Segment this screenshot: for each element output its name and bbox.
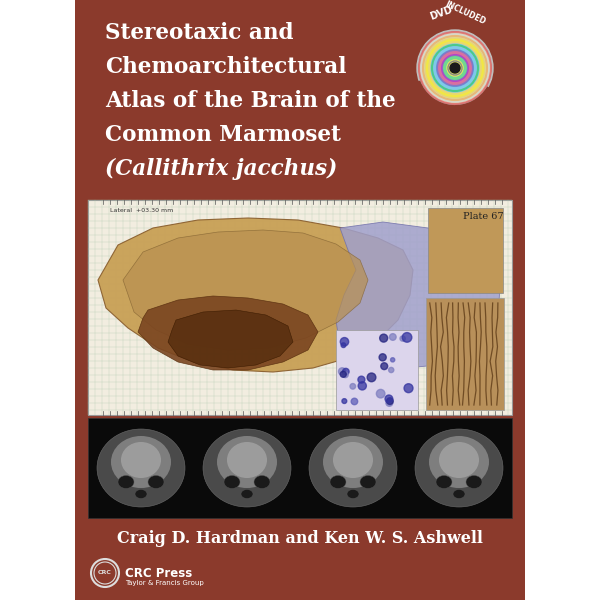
Circle shape [379, 354, 386, 361]
Text: Stereotaxic and: Stereotaxic and [105, 22, 293, 44]
Polygon shape [336, 222, 500, 368]
Ellipse shape [121, 442, 161, 478]
Text: Lateral  +03.30 mm: Lateral +03.30 mm [110, 208, 173, 213]
Circle shape [420, 33, 490, 103]
Ellipse shape [97, 429, 185, 507]
Bar [426, 298, 504, 410]
Ellipse shape [254, 475, 270, 488]
Circle shape [367, 373, 376, 382]
Bar [336, 330, 418, 410]
Ellipse shape [429, 436, 489, 488]
Bar [428, 208, 503, 293]
Circle shape [425, 38, 485, 98]
Polygon shape [123, 230, 368, 350]
Circle shape [402, 332, 412, 342]
Ellipse shape [436, 475, 452, 488]
Circle shape [443, 56, 467, 80]
Circle shape [400, 336, 405, 341]
Circle shape [437, 50, 473, 86]
Text: DVD: DVD [428, 5, 454, 22]
Circle shape [389, 334, 396, 340]
Circle shape [417, 30, 493, 106]
Circle shape [343, 368, 349, 375]
Circle shape [386, 398, 393, 404]
Ellipse shape [111, 436, 171, 488]
Ellipse shape [135, 490, 147, 499]
Circle shape [380, 334, 388, 342]
Text: CRC Press: CRC Press [125, 567, 192, 580]
Circle shape [338, 368, 346, 375]
Ellipse shape [360, 475, 376, 488]
Text: Common Marmoset: Common Marmoset [105, 124, 341, 146]
Text: Plate 67: Plate 67 [463, 212, 504, 221]
Circle shape [376, 389, 385, 398]
Ellipse shape [148, 475, 164, 488]
Circle shape [386, 400, 393, 406]
Ellipse shape [227, 442, 267, 478]
Bar [75, 0, 525, 600]
Text: Atlas of the Brain of the: Atlas of the Brain of the [105, 90, 395, 112]
Ellipse shape [415, 429, 503, 507]
Text: CRC: CRC [98, 571, 112, 575]
Circle shape [358, 376, 365, 383]
Text: Taylor & Francis Group: Taylor & Francis Group [125, 580, 204, 586]
Circle shape [450, 63, 460, 73]
Ellipse shape [439, 442, 479, 478]
Circle shape [447, 60, 463, 76]
Bar [88, 418, 512, 518]
Circle shape [389, 367, 394, 373]
Ellipse shape [203, 429, 291, 507]
Circle shape [404, 384, 413, 392]
Ellipse shape [330, 475, 346, 488]
Ellipse shape [453, 490, 465, 499]
Circle shape [341, 343, 346, 347]
Circle shape [381, 363, 388, 370]
Ellipse shape [323, 436, 383, 488]
Ellipse shape [241, 490, 253, 499]
Polygon shape [98, 218, 413, 372]
Circle shape [391, 358, 395, 362]
Circle shape [358, 382, 367, 390]
Ellipse shape [118, 475, 134, 488]
Ellipse shape [309, 429, 397, 507]
Bar [88, 200, 512, 415]
Circle shape [351, 398, 358, 405]
Text: Craig D. Hardman and Ken W. S. Ashwell: Craig D. Hardman and Ken W. S. Ashwell [117, 530, 483, 547]
Circle shape [385, 395, 393, 403]
Circle shape [350, 383, 356, 389]
Circle shape [431, 44, 479, 92]
Ellipse shape [466, 475, 482, 488]
Text: INCLUDED: INCLUDED [443, 0, 487, 26]
Text: Chemoarchitectural: Chemoarchitectural [105, 56, 346, 78]
Ellipse shape [217, 436, 277, 488]
Circle shape [342, 398, 347, 403]
Polygon shape [168, 310, 293, 368]
Text: (Callithrix jacchus): (Callithrix jacchus) [105, 158, 337, 180]
Circle shape [451, 64, 459, 72]
Polygon shape [138, 296, 318, 370]
Ellipse shape [347, 490, 359, 499]
Ellipse shape [224, 475, 240, 488]
Circle shape [340, 371, 346, 377]
Circle shape [340, 338, 349, 346]
Circle shape [343, 372, 348, 377]
Ellipse shape [333, 442, 373, 478]
